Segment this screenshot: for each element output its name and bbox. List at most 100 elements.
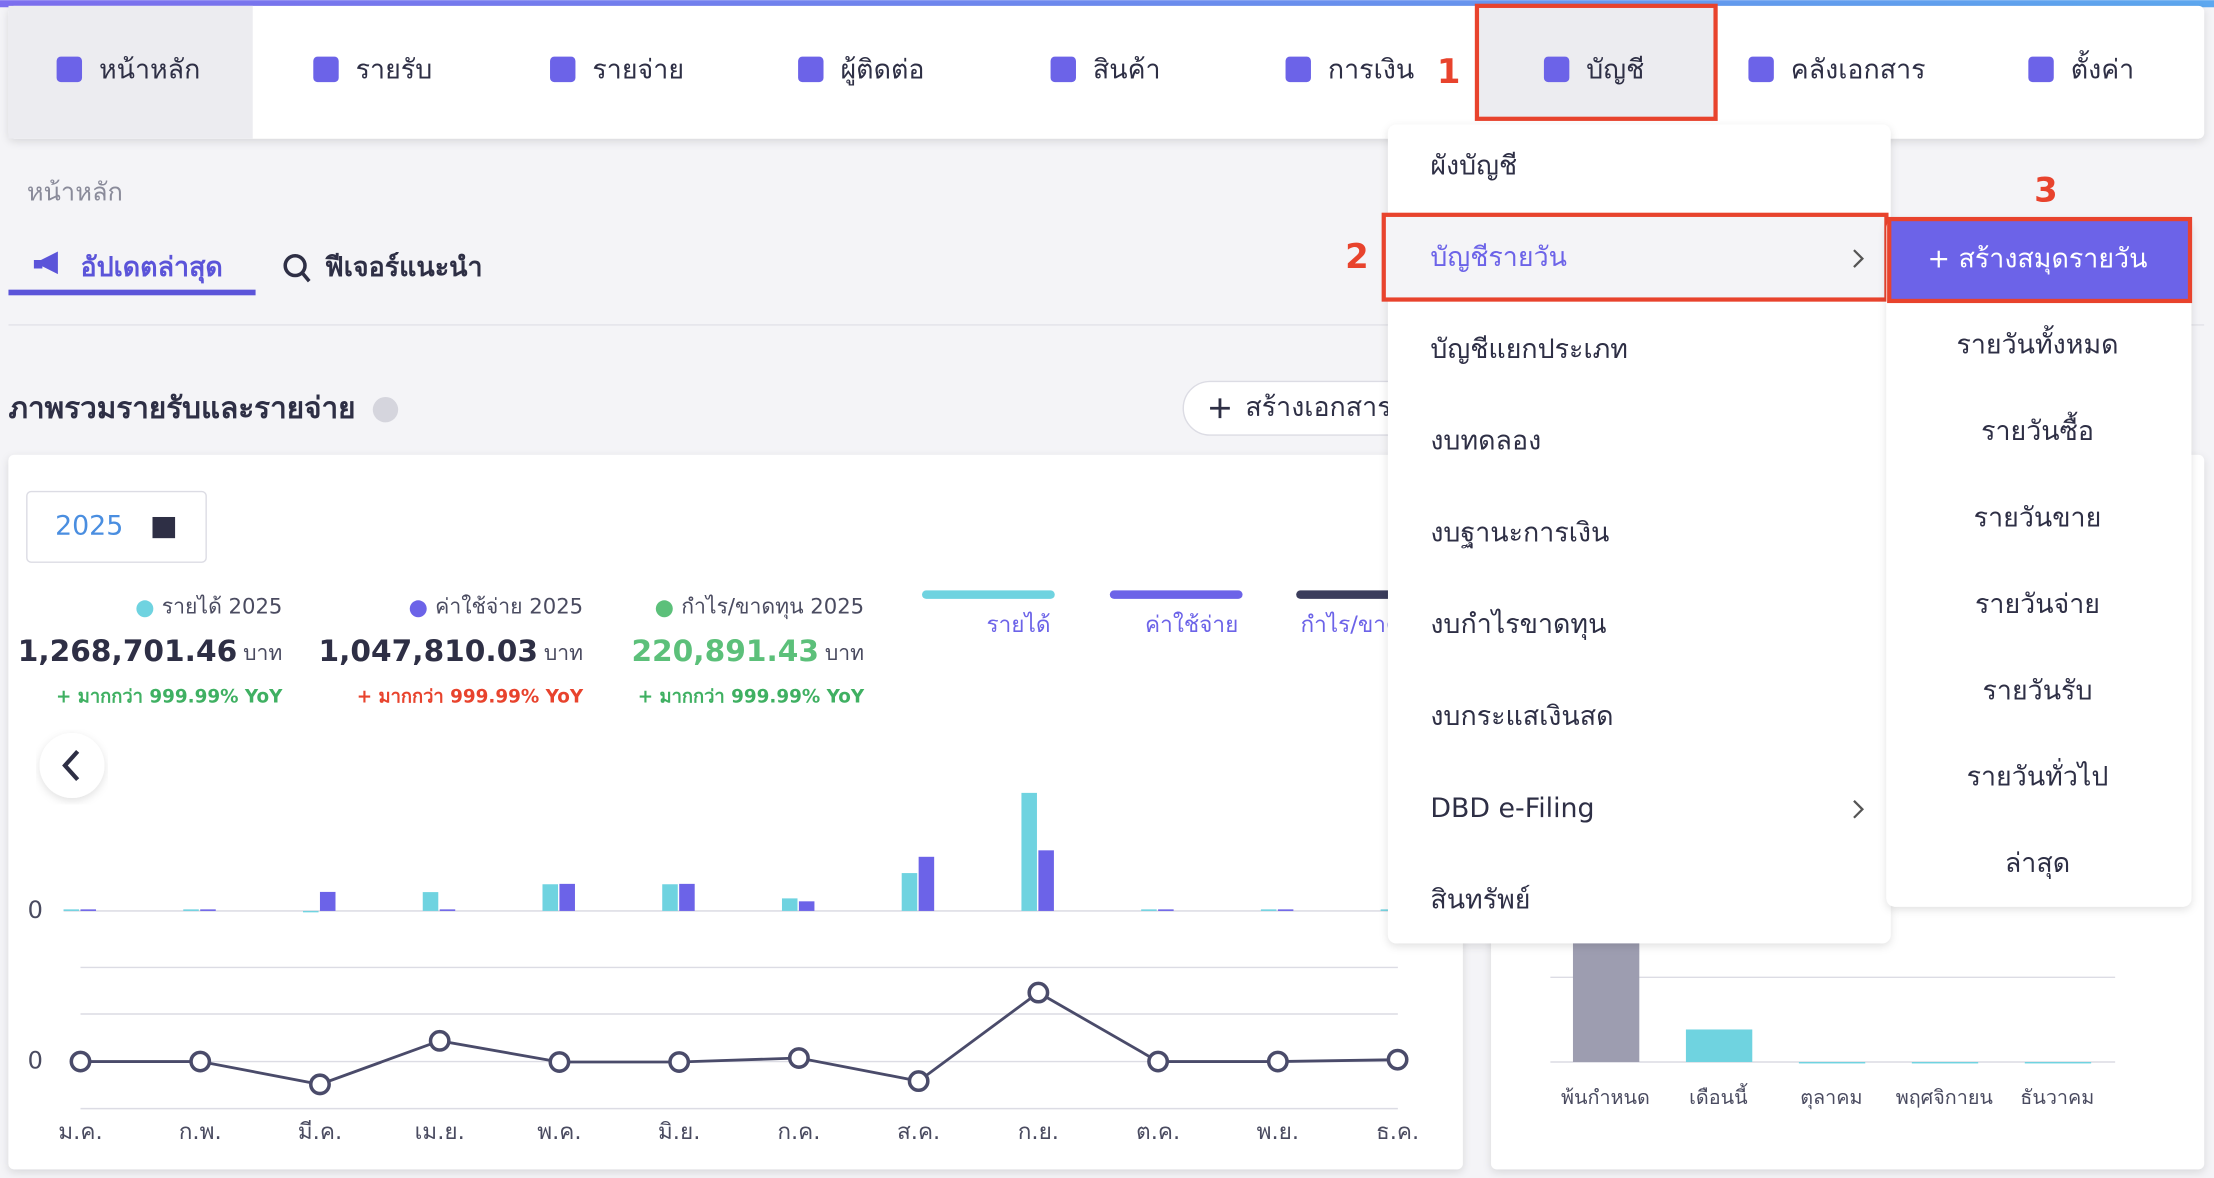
section-title: ภาพรวมรายรับและรายจ่าย — [8, 390, 355, 425]
create-journal-label[interactable]: + สร้างสมุดรายวัน — [1928, 244, 2148, 275]
summary-change: + มากกว่า 999.99% YoY — [638, 687, 865, 708]
bar — [1911, 1062, 1979, 1064]
bar — [200, 909, 216, 911]
step-annotation: 2 — [1345, 237, 1369, 276]
nav-item[interactable]: ผู้ติดต่อ — [840, 54, 924, 85]
x-tick-label: ตุลาคม — [1800, 1086, 1862, 1110]
profit-point — [1027, 981, 1050, 1004]
tab-underline — [8, 289, 256, 296]
nav-item[interactable]: รายจ่าย — [592, 54, 684, 85]
x-tick-label: ส.ค. — [897, 1119, 940, 1145]
submenu-item[interactable]: ล่าสุด — [2005, 848, 2070, 879]
menu-item[interactable]: บัญชีรายวัน — [1430, 242, 1567, 273]
bar — [918, 856, 935, 911]
summary-change: + มากกว่า 999.99% YoY — [56, 687, 283, 708]
nav-item[interactable]: บัญชี — [1586, 54, 1644, 85]
legend-dot — [136, 600, 154, 618]
megaphone-icon — [33, 251, 58, 275]
summary-unit: บาท — [243, 640, 282, 665]
x-tick-label: พ.ย. — [1257, 1119, 1299, 1145]
bar — [63, 909, 80, 911]
profit-point — [189, 1050, 212, 1073]
summary-label: รายได้ 2025 — [162, 593, 283, 618]
legend-dot — [655, 600, 673, 618]
bar — [781, 898, 798, 911]
submenu-item[interactable]: รายวันจ่าย — [1975, 589, 2100, 620]
bar — [542, 884, 559, 911]
legend-label: ค่าใช้จ่าย — [1145, 611, 1238, 638]
y-tick-label: 0 — [28, 896, 43, 924]
summary-amount: 220,891.43 — [631, 633, 819, 668]
x-tick-label: เม.ย. — [415, 1119, 465, 1145]
search-icon — [283, 254, 307, 278]
bar — [183, 909, 199, 911]
legend-label: รายได้ — [986, 611, 1050, 638]
bar — [1277, 909, 1294, 911]
x-tick-label: มี.ค. — [298, 1119, 342, 1145]
summary-label: กำไร/ขาดทุน 2025 — [681, 593, 864, 619]
summary-unit: บาท — [825, 640, 864, 665]
menu-item[interactable]: สินทรัพย์ — [1430, 885, 1530, 916]
year-picker[interactable] — [26, 490, 207, 563]
menu-item[interactable]: งบกระแสเงินสด — [1430, 701, 1613, 732]
nav-item[interactable]: สินค้า — [1093, 54, 1161, 85]
summary-amount: 1,047,810.03 — [319, 633, 538, 668]
profit-point — [907, 1070, 930, 1093]
nav-icon — [1050, 56, 1076, 83]
search-icon — [300, 271, 311, 283]
create-journal-button[interactable] — [1887, 216, 2193, 304]
profit-point — [69, 1050, 92, 1073]
bar — [1038, 850, 1054, 911]
prev-button[interactable] — [39, 733, 105, 798]
bar — [319, 891, 336, 911]
submenu-item[interactable]: รายวันรับ — [1983, 675, 2093, 706]
bar — [80, 909, 97, 911]
profit-point — [787, 1047, 810, 1069]
menu-item[interactable]: ผังบัญชี — [1430, 150, 1517, 181]
profit-point — [1147, 1050, 1170, 1073]
nav-item[interactable]: การเงิน — [1328, 54, 1414, 85]
calendar-icon — [152, 516, 176, 539]
bar — [559, 883, 575, 911]
profit-point — [309, 1073, 331, 1096]
menu-item[interactable]: งบฐานะการเงิน — [1430, 517, 1609, 548]
profit-line — [80, 990, 1398, 1086]
profit-point — [668, 1051, 691, 1073]
chevron-left — [62, 749, 80, 782]
plus-icon — [1210, 398, 1230, 419]
x-tick-label: พ.ค. — [537, 1119, 581, 1145]
submenu-item[interactable]: รายวันขาย — [1974, 502, 2102, 533]
submenu-item[interactable]: รายวันทั้งหมด — [1956, 326, 2118, 361]
submenu-item[interactable]: รายวันซื้อ — [1981, 412, 2094, 447]
menu-highlight — [1381, 212, 1889, 302]
x-tick-label: พฤศจิกายน — [1896, 1086, 1994, 1109]
submenu-item[interactable]: รายวันทั่วไป — [1967, 758, 2109, 793]
x-tick-label: มิ.ย. — [658, 1119, 700, 1145]
menu-item[interactable]: DBD e-Filing — [1430, 793, 1594, 824]
submenu-chevron — [1853, 249, 1865, 819]
bar — [1158, 909, 1174, 911]
nav-item[interactable]: รายรับ — [356, 54, 433, 85]
nav-item[interactable]: ตั้งค่า — [2071, 50, 2135, 85]
create-button-label[interactable]: สร้างเอกสาร — [1245, 392, 1391, 423]
bar — [662, 884, 678, 911]
menu-item[interactable]: งบกำไรขาดทุน — [1430, 609, 1606, 640]
summary-label: ค่าใช้จ่าย 2025 — [435, 593, 583, 618]
x-tick-label: ต.ค. — [1136, 1119, 1180, 1145]
x-tick-label: ก.ย. — [1018, 1119, 1059, 1145]
menu-item[interactable]: งบทดลอง — [1430, 426, 1541, 457]
y2-tick-label: 0 — [28, 1047, 43, 1075]
overview-card — [8, 454, 1463, 1170]
profit-point — [1386, 1048, 1409, 1071]
nav-item[interactable]: คลังเอกสาร — [1791, 54, 1926, 85]
tab[interactable]: ฟีเจอร์แนะนำ — [325, 252, 483, 283]
step-annotation: 3 — [2034, 171, 2058, 210]
menu-item[interactable]: บัญชีแยกประเภท — [1430, 334, 1628, 365]
breadcrumb: หน้าหลัก — [27, 177, 123, 207]
summary-change: + มากกว่า 999.99% YoY — [357, 687, 584, 708]
tab[interactable]: อัปเดตล่าสุด — [80, 252, 222, 284]
nav-item[interactable]: หน้าหลัก — [99, 54, 200, 85]
bar — [679, 883, 695, 911]
year-picker-value[interactable]: 2025 — [55, 510, 123, 541]
